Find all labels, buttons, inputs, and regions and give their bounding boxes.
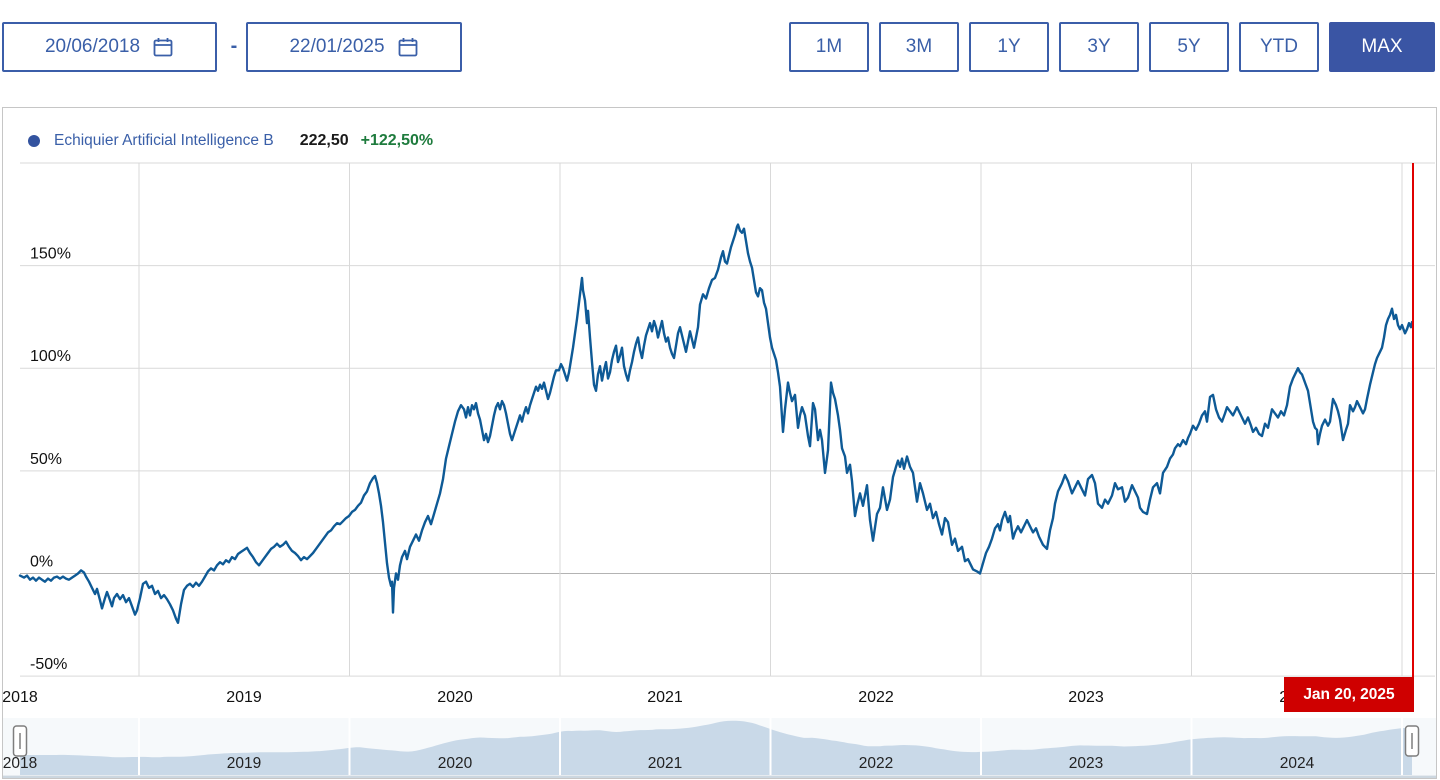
y-axis-label: 0%: [30, 554, 53, 571]
period-button-max[interactable]: MAX: [1329, 22, 1435, 72]
navigator-year-label: 2023: [1069, 755, 1103, 772]
navigator-scrollbar[interactable]: [3, 775, 1436, 779]
navigator-year-label: 2024: [1280, 755, 1315, 772]
end-date-input[interactable]: 22/01/2025: [246, 22, 462, 72]
period-button-1y[interactable]: 1Y: [969, 22, 1049, 72]
series-change: +122,50%: [360, 132, 434, 149]
navigator-area[interactable]: [20, 720, 1412, 775]
x-axis-label: 2018: [3, 689, 38, 706]
chart-card: [2, 107, 1437, 779]
period-buttons: 1M 3M 1Y 3Y 5Y YTD MAX: [789, 22, 1435, 72]
period-button-3y[interactable]: 3Y: [1059, 22, 1139, 72]
navigator-year-label: 2018: [3, 755, 37, 772]
start-date-input[interactable]: 20/06/2018: [2, 22, 217, 72]
x-axis-label: 2022: [858, 689, 894, 706]
toolbar: 20/06/2018 - 22/01/2025: [0, 0, 1440, 100]
series-line[interactable]: [18, 223, 1414, 624]
navigator-year-label: 2020: [438, 755, 473, 772]
series-name: Echiquier Artificial Intelligence B: [54, 132, 274, 149]
series-value: 222,50: [299, 132, 349, 149]
x-axis-label: 2023: [1068, 689, 1104, 706]
navigator-year-label: 2022: [859, 755, 893, 772]
x-axis-label: 2020: [437, 689, 473, 706]
start-date-value: 20/06/2018: [44, 36, 141, 57]
y-axis-label: -50%: [30, 656, 67, 673]
date-range-separator: -: [230, 35, 238, 57]
date-tooltip: Jan 20, 2025: [1284, 677, 1414, 712]
period-button-3m[interactable]: 3M: [879, 22, 959, 72]
chart-legend[interactable]: Echiquier Artificial Intelligence B 222,…: [28, 132, 433, 150]
period-button-5y[interactable]: 5Y: [1149, 22, 1229, 72]
calendar-icon[interactable]: [397, 36, 419, 58]
calendar-icon[interactable]: [152, 36, 174, 58]
end-date-value: 22/01/2025: [289, 36, 385, 57]
navigator-year-label: 2021: [648, 755, 682, 772]
x-axis-label: 2019: [226, 689, 262, 706]
series-dot-icon: [28, 135, 40, 147]
y-axis-label: 150%: [30, 246, 71, 263]
navigator-year-label: 2019: [227, 755, 261, 772]
y-axis-label: 50%: [30, 451, 62, 468]
x-axis-label: 2021: [647, 689, 683, 706]
period-button-1m[interactable]: 1M: [789, 22, 869, 72]
period-button-ytd[interactable]: YTD: [1239, 22, 1319, 72]
y-axis-label: 100%: [30, 348, 71, 365]
performance-chart[interactable]: 150% 100% 50% 0% -50% 2018 2019 2020 2021 2022 202…: [3, 108, 1436, 778]
